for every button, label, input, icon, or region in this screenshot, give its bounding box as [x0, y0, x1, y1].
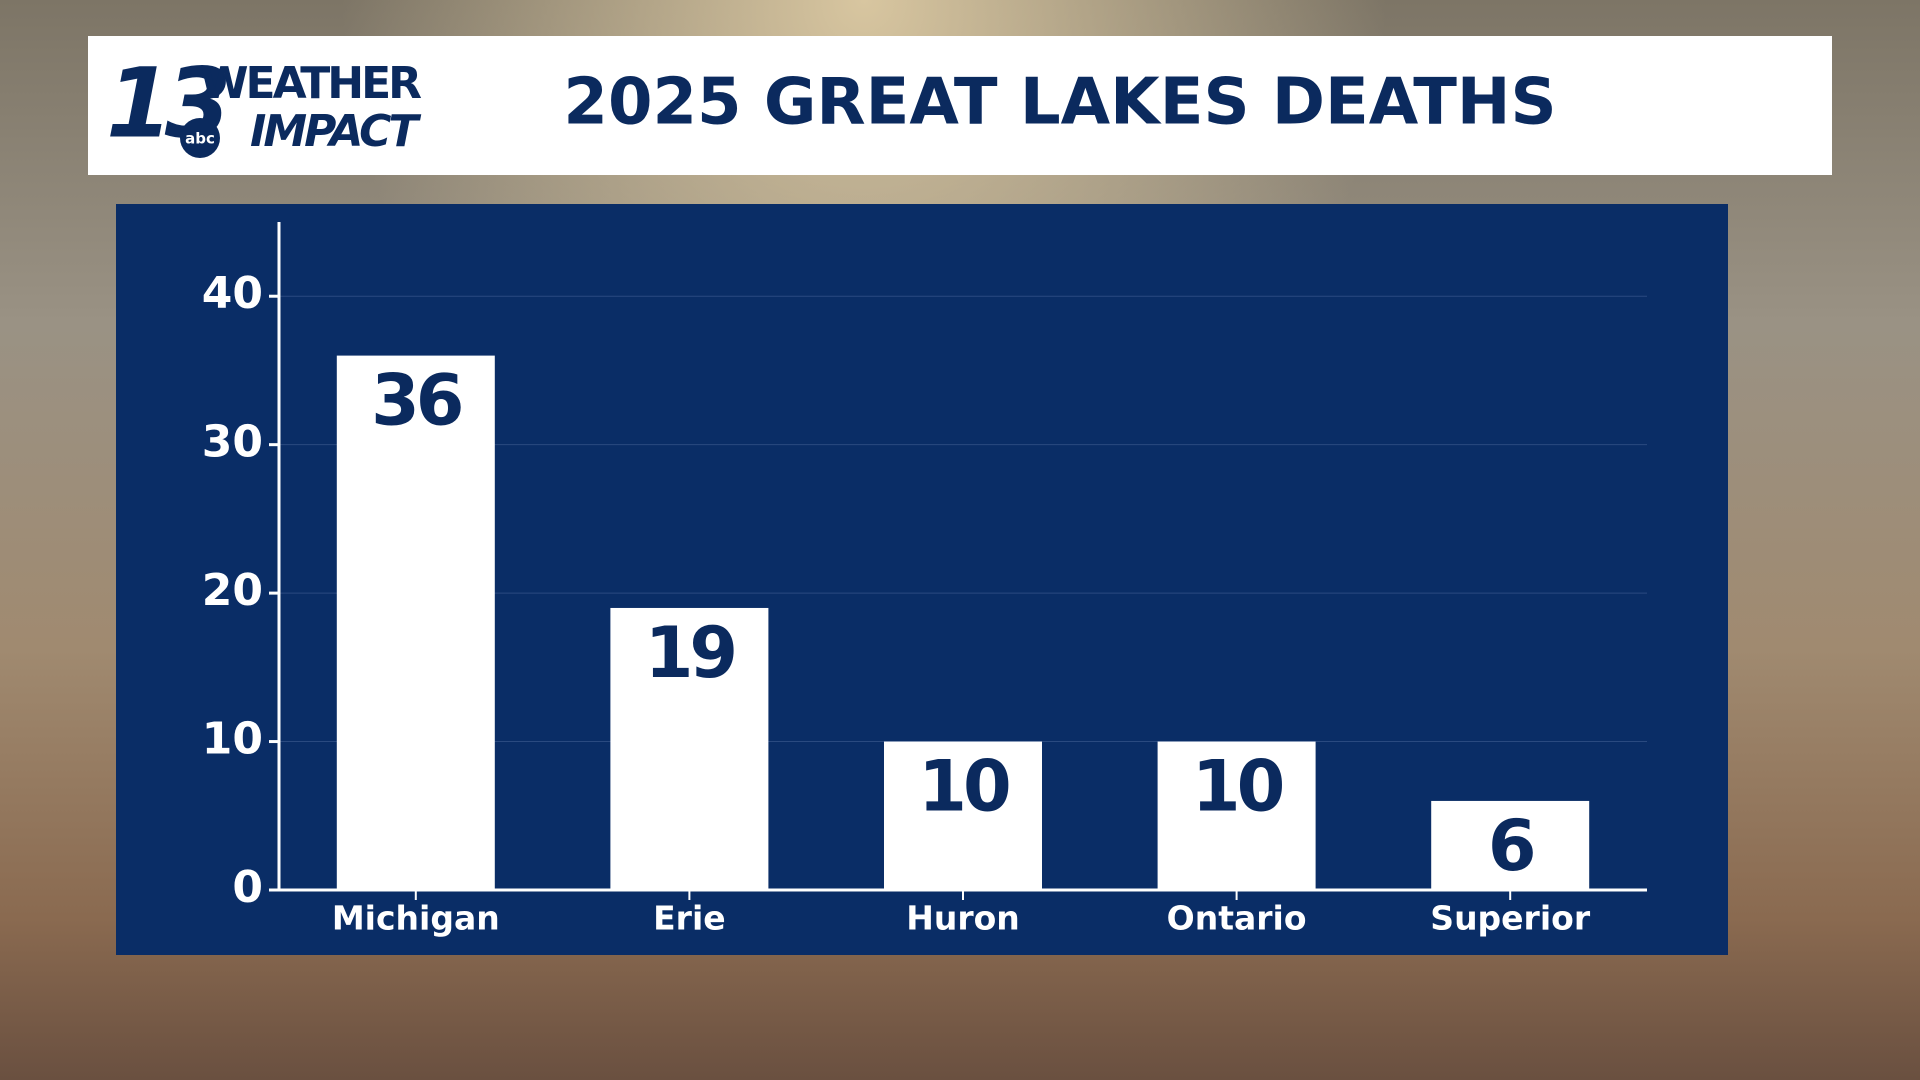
y-tick-label: 0 [232, 862, 263, 913]
data-label: 6 [1488, 805, 1533, 887]
x-tick-label: Huron [906, 899, 1020, 938]
logo-line2: IMPACT [250, 106, 421, 157]
bar [336, 355, 495, 891]
y-tick-label: 20 [202, 565, 263, 616]
logo-network: abc [185, 130, 215, 148]
y-tick-label: 10 [202, 714, 263, 765]
chart-title: 2025 GREAT LAKES DEATHS [563, 66, 1556, 140]
x-tick-label: Michigan [332, 899, 500, 938]
y-tick-label: 40 [202, 268, 263, 319]
x-tick-label: Ontario [1167, 899, 1307, 938]
data-label: 10 [918, 746, 1009, 828]
x-tick-label: Superior [1430, 899, 1591, 938]
logo-badge [180, 118, 220, 158]
bar [1431, 800, 1590, 890]
header-bar [88, 36, 1832, 175]
x-tick-label: Erie [653, 899, 726, 938]
logo-line1: WEATHER [200, 58, 421, 109]
bar [884, 741, 1042, 890]
data-label: 19 [645, 612, 735, 694]
bar [610, 607, 769, 890]
data-label: 36 [371, 360, 461, 442]
bar [1157, 741, 1316, 890]
data-label: 10 [1192, 746, 1283, 828]
y-tick-label: 30 [202, 417, 263, 468]
